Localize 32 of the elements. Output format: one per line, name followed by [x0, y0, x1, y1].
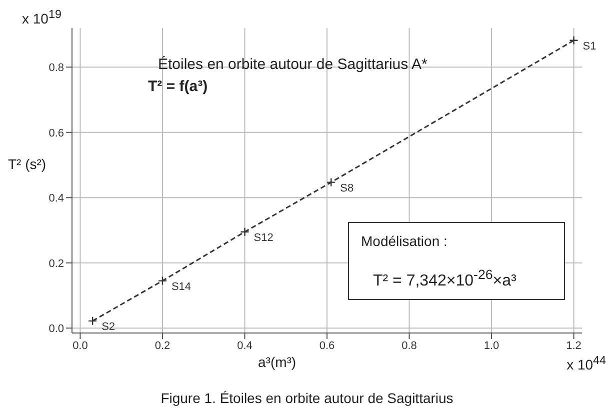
annotation: S14 — [171, 280, 192, 293]
y-tick-label: 0.8 — [48, 62, 64, 74]
y-tick-label: 0.6 — [48, 127, 64, 140]
annotation: Modélisation : — [361, 233, 448, 249]
annotation: T² = 7,342×10$^{-26}$×a³ — [373, 267, 516, 290]
y-tick-label: 0.0 — [48, 323, 64, 336]
text: T² = f(a³) — [148, 78, 208, 95]
annotation: S2 — [102, 320, 116, 333]
caption: Figure 1. Étoiles en orbite autour de Sagittarius — [160, 390, 454, 406]
x-axis-title: a³(m³) — [258, 354, 296, 370]
text: x 10$^{44}$ — [566, 354, 606, 373]
x-tick-label: 0.2 — [154, 340, 170, 352]
point — [158, 276, 168, 286]
x-tick-label: 0.0 — [72, 340, 88, 352]
x-tick-label: 0.8 — [402, 340, 417, 352]
text: x 10$^{19}$ — [22, 8, 62, 27]
annotation: S12 — [254, 232, 274, 244]
x-tick-label: 1.0 — [484, 340, 500, 352]
y-tick-label: 0.4 — [48, 192, 64, 205]
annotation: S8 — [340, 182, 354, 194]
annotation: S1 — [582, 40, 596, 52]
x-tick-label: 0.4 — [237, 340, 252, 352]
text: Étoiles en orbite autour de Sagittarius A* — [158, 56, 428, 73]
y-axis-title: T² (s²) — [8, 156, 46, 172]
point — [240, 227, 250, 236]
x-tick-label: 0.6 — [319, 340, 335, 352]
point — [569, 36, 578, 45]
text-box: Modélisation : T² = 7,342×10$^{-26}$×a³ — [348, 222, 565, 300]
point — [326, 178, 336, 187]
y-tick-label: 0.2 — [48, 258, 64, 270]
x-tick-label: 1.2 — [566, 340, 582, 352]
point — [88, 316, 98, 326]
